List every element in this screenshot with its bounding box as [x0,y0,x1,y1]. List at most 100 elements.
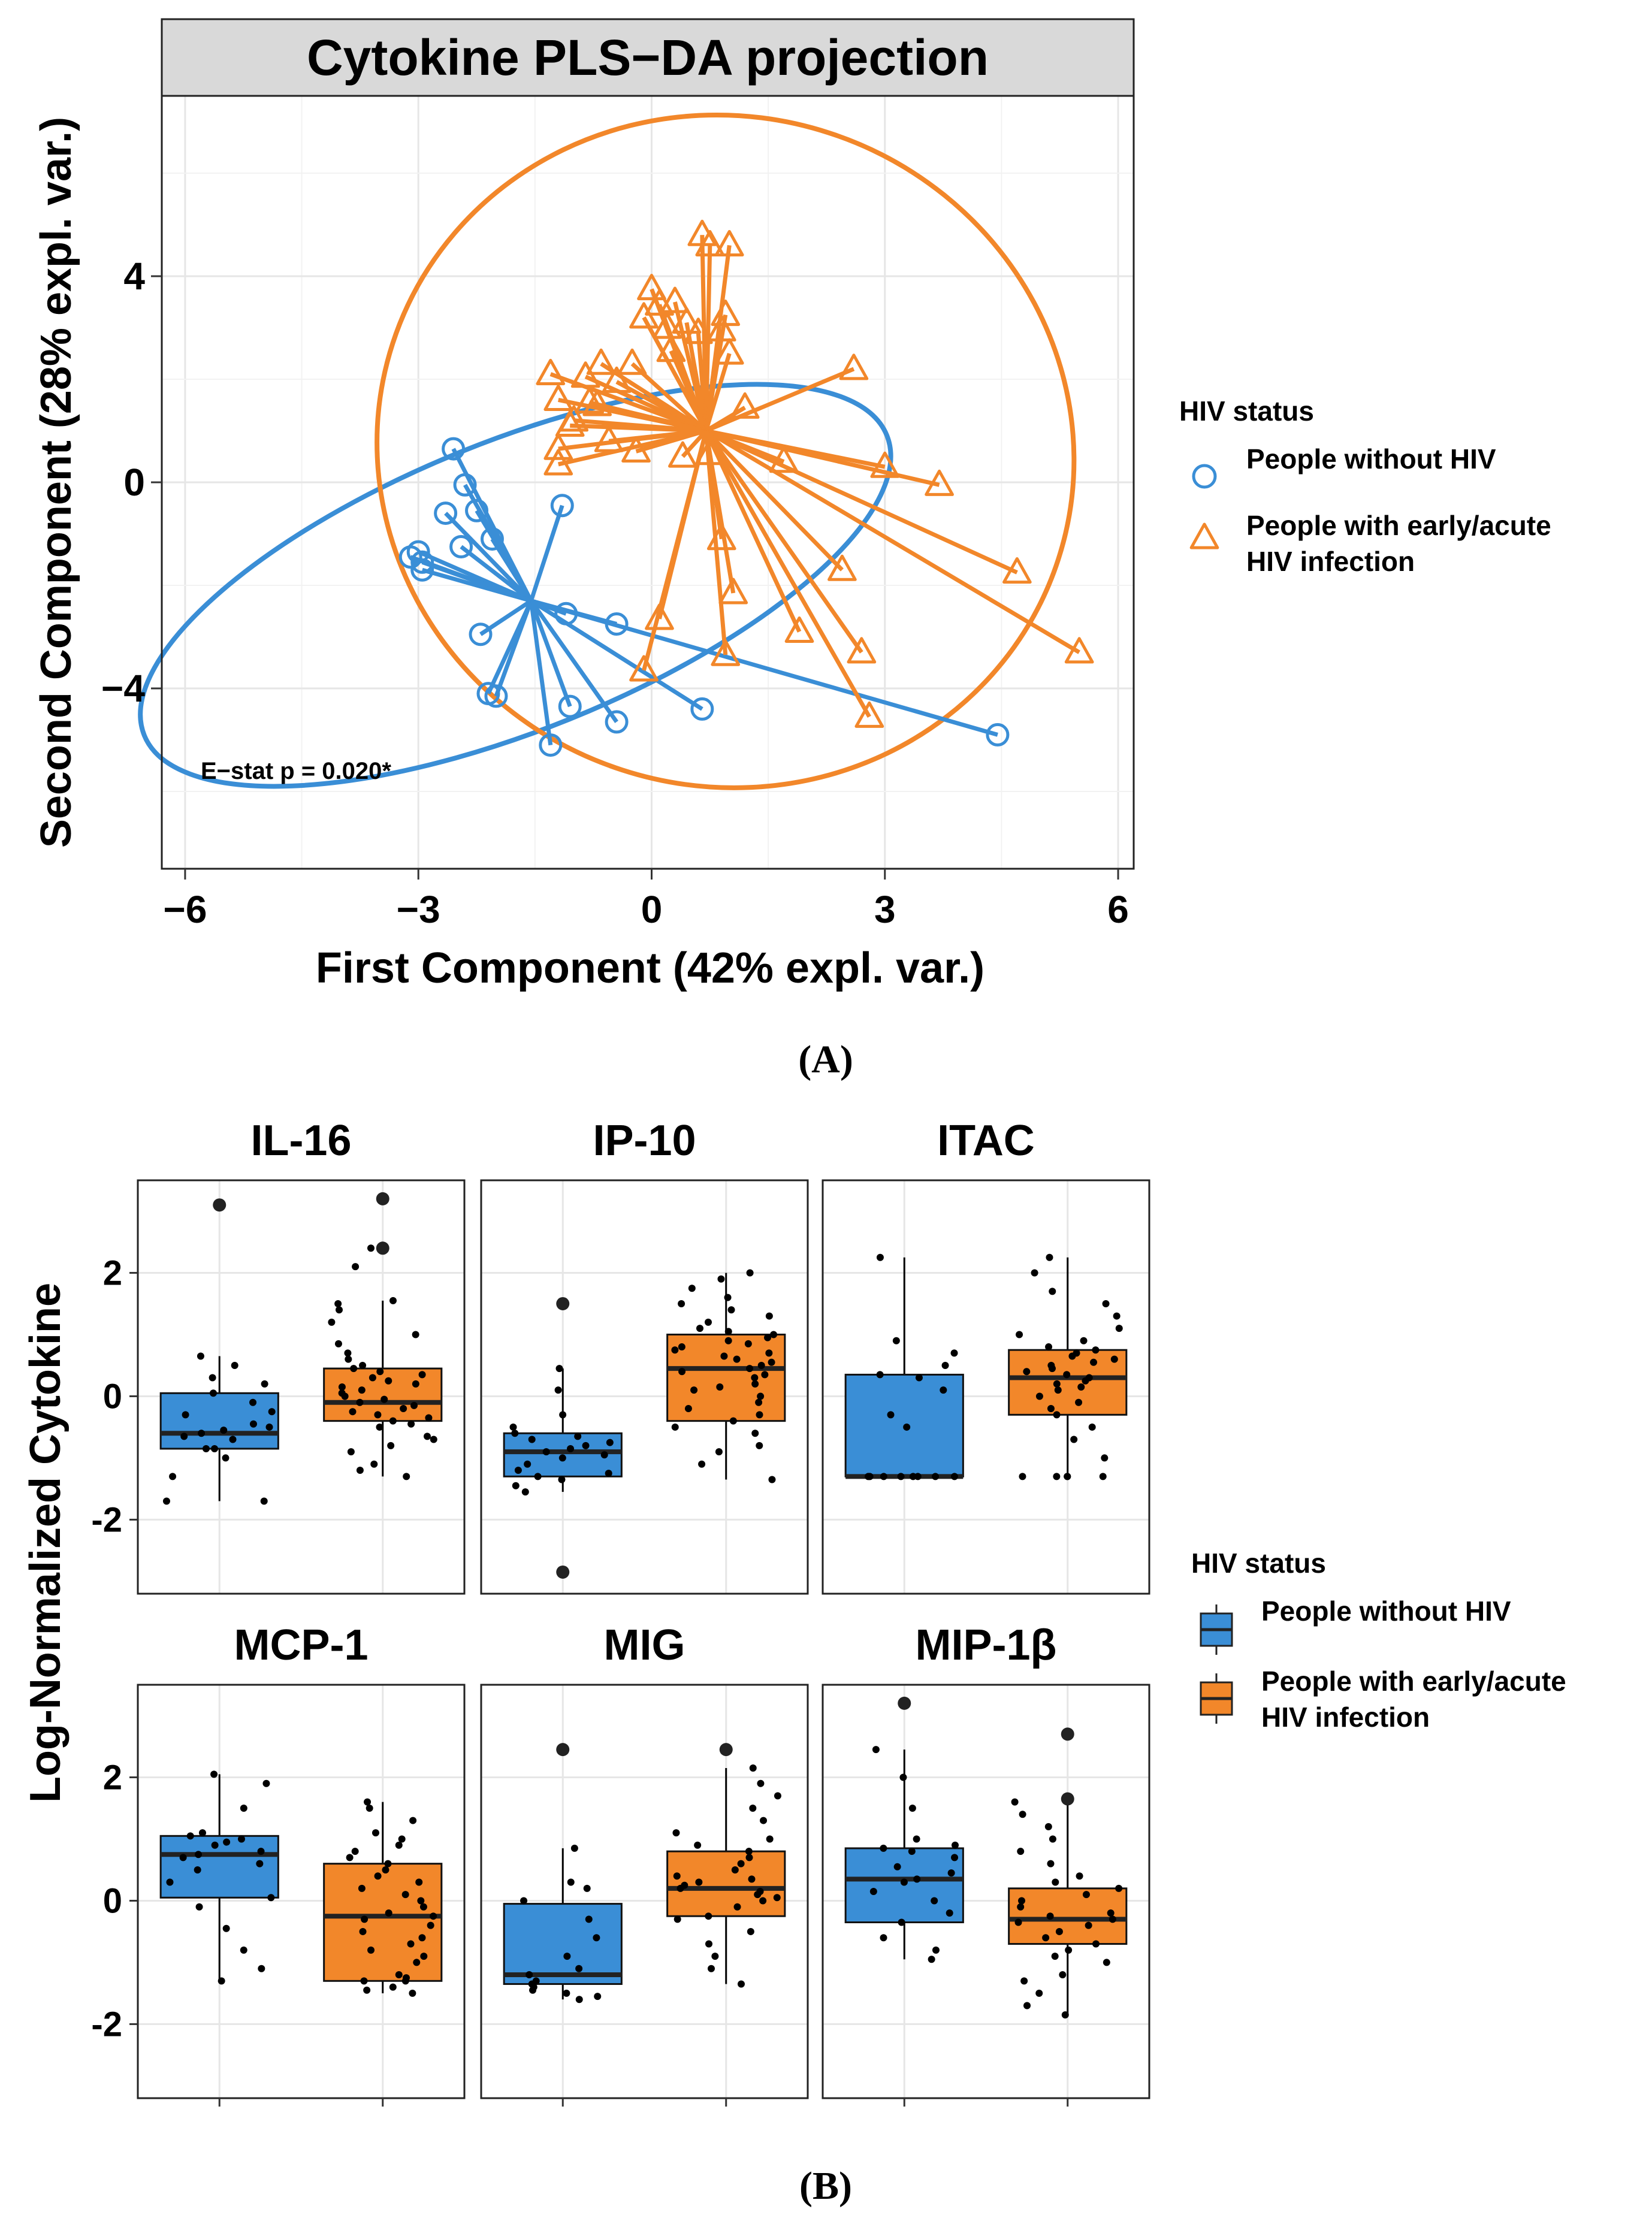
jitter-point [717,1275,725,1283]
centroid-ray [530,599,998,737]
jitter-point [417,1897,425,1905]
jitter-point [229,1436,237,1443]
jitter-point [424,1433,431,1440]
jitter-point [420,1953,428,1960]
jitter-point [363,1986,371,1994]
jitter-point [1047,1405,1055,1413]
facet-title: IL-16 [250,1117,351,1165]
jitter-point [1047,1860,1055,1868]
x-axis-label: First Component (42% expl. var.) [316,944,984,992]
jitter-point [407,1940,415,1948]
outlier-point [1061,1792,1074,1806]
jitter-point [1020,1977,1028,1985]
jitter-point [412,1331,419,1338]
point-triangle [653,312,682,339]
jitter-point [760,1817,768,1824]
point-triangle [629,302,659,329]
jitter-point [555,1365,563,1373]
point-triangle [617,348,647,375]
jitter-point [380,1395,388,1403]
jitter-point [376,1423,383,1431]
centroid-ray [642,430,708,671]
jitter-point [347,1448,355,1456]
jitter-point [364,1798,372,1806]
facet-ip-10: IP-10 [480,1117,809,1595]
legend-b: HIV status People without HIV People with … [1191,1548,1566,1733]
jitter-point [1018,1897,1026,1905]
outlier-point [719,1743,733,1757]
data-points [398,219,1094,757]
jitter-point [880,1934,887,1942]
jitter-point [876,1371,884,1379]
legend-key-triangle [1189,522,1219,549]
jitter-point [932,1946,940,1954]
jitter-point [202,1445,210,1452]
point-circle [986,723,1010,747]
jitter-point [908,1848,916,1856]
jitter-point [1076,1872,1083,1880]
jitter-point [749,1804,757,1812]
jitter-point [194,1866,201,1873]
centroid-ray [528,600,553,746]
jitter-point [1077,1383,1085,1391]
point-triangle [718,578,748,605]
jitter-point [240,1804,247,1812]
e-stat-annotation: E−stat p = 0.020* [201,758,391,784]
point-triangle [714,229,744,256]
jitter-point [756,1411,763,1419]
box [323,1863,443,1982]
jitter-point [737,1980,745,1988]
jitter-point [756,1888,764,1895]
jitter-point [511,1430,519,1437]
jitter-point [211,1445,219,1452]
jitter-point [1085,1374,1093,1382]
jitter-point [1088,1423,1096,1431]
jitter-point [1090,1358,1098,1366]
point-circle [442,437,466,461]
jitter-point [1092,1940,1100,1948]
jitter-point [261,1380,268,1388]
jitter-point [1031,1269,1038,1277]
jitter-point [593,1934,600,1942]
point-circle [410,550,434,574]
jitter-point [195,1851,203,1859]
y-tick-label: 0 [103,1881,122,1920]
jitter-point [262,1779,270,1787]
jitter-point [358,1386,366,1394]
jitter-point [425,1414,433,1422]
jitter-point [747,1927,754,1935]
jitter-point [583,1884,591,1892]
jitter-point [757,1392,765,1400]
jitter-point [514,1467,522,1474]
jitter-point [512,1482,520,1489]
centroid-ray [529,599,618,723]
facet-frame [822,1684,1150,2099]
jitter-point [866,1473,874,1480]
point-triangle [660,286,690,313]
jitter-point [186,1832,194,1840]
centroid-ray [490,537,533,602]
point-triangle [582,389,612,416]
jitter-point [528,1436,536,1443]
jitter-point [1061,2011,1069,2018]
jitter-point [328,1318,336,1326]
facet-mip-1-: MIP-1β [822,1621,1150,2107]
jitter-point [705,1912,712,1920]
jitter-point [222,1454,229,1462]
jitter-point [950,1349,958,1357]
point-triangle [570,361,600,388]
jitter-point [757,1361,765,1369]
jitter-point [1102,1300,1110,1307]
jitter-point [249,1420,257,1428]
axes: −6 −3 0 3 6 −4 0 4 [101,255,1129,931]
strip-header [161,18,1135,97]
point-circle [690,697,714,721]
jitter-point [715,1448,723,1456]
point-circle [484,684,508,708]
point-triangle [683,318,713,345]
jitter-point [374,1872,382,1880]
jitter-point [240,1946,247,1954]
jitter-point [1064,1473,1071,1480]
jitter-point [222,1924,230,1932]
point-circle [469,623,493,646]
